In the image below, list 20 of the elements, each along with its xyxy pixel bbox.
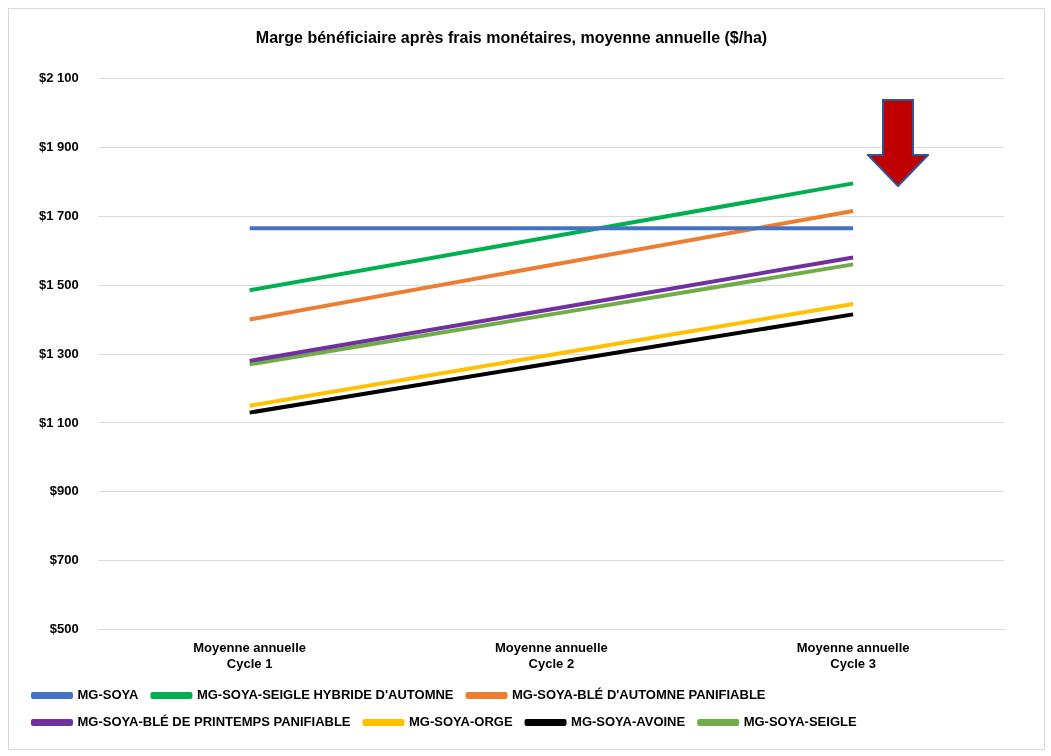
legend-label: MG-SOYA-BLÉ D'AUTOMNE PANIFIABLE xyxy=(512,687,766,703)
legend-label: MG-SOYA-SEIGLE xyxy=(743,714,857,730)
legend-label: MG-SOYA xyxy=(77,687,140,703)
y-tick-label: $900 xyxy=(49,483,79,499)
x-tick-label: Moyenne annuelle Cycle 3 xyxy=(796,640,910,671)
y-tick-label: $700 xyxy=(49,552,79,568)
y-tick-label: $1 100 xyxy=(39,414,79,430)
y-tick-label: $1 700 xyxy=(39,207,79,223)
y-tick-label: $2 100 xyxy=(39,69,79,85)
x-tick-label: Moyenne annuelle Cycle 1 xyxy=(193,640,306,671)
chart-title: Marge bénéficiaire après frais monétaires, moyenne annuelle ($/ha) xyxy=(255,29,768,47)
x-tick-label: Moyenne annuelle Cycle 2 xyxy=(495,640,608,671)
y-tick-label: $1 300 xyxy=(39,345,79,361)
y-tick-label: $500 xyxy=(49,621,79,637)
y-tick-label: $1 900 xyxy=(39,138,79,154)
legend-label: MG-SOYA-BLÉ DE PRINTEMPS PANIFIABLE xyxy=(77,714,351,730)
legend-label: MG-SOYA-AVOINE xyxy=(571,714,686,730)
legend-label: MG-SOYA-ORGE xyxy=(409,714,513,730)
legend-label: MG-SOYA-SEIGLE HYBRIDE D'AUTOMNE xyxy=(196,687,454,703)
y-tick-label: $1 500 xyxy=(39,276,79,292)
